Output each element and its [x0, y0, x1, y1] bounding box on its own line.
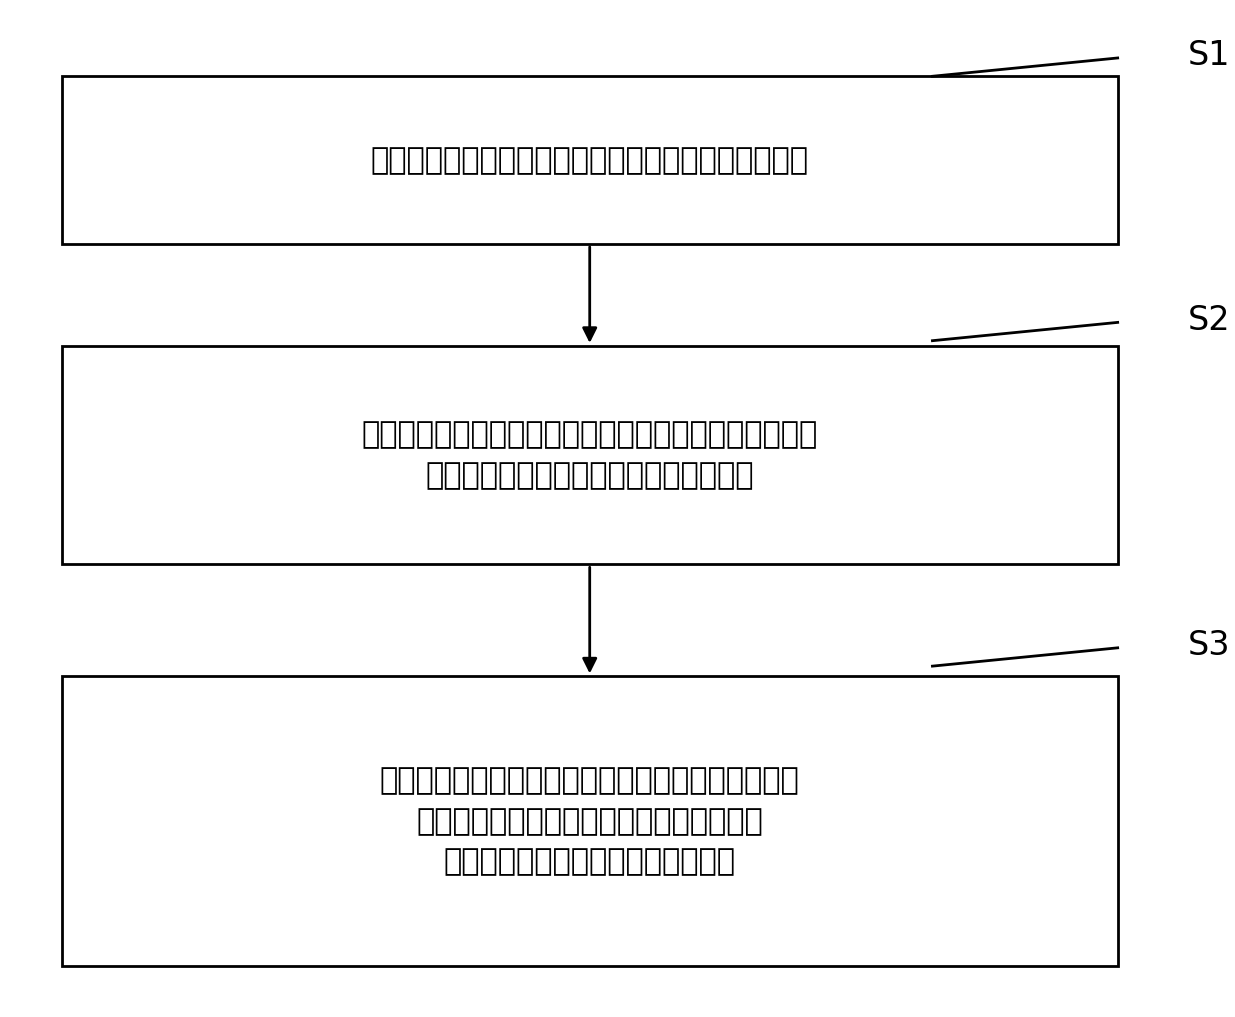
Text: S1: S1	[1188, 40, 1230, 72]
Text: 根据磁浮列车的当前额定悬浮间隙、当前实时加速度
和当前实时悬浮间隙，确定悬浮控制电流，
并将悬浮控制电流施加到悬浮电磁铁: 根据磁浮列车的当前额定悬浮间隙、当前实时加速度 和当前实时悬浮间隙，确定悬浮控制…	[380, 766, 799, 877]
Text: S2: S2	[1188, 304, 1231, 337]
Bar	[62, 676, 1118, 966]
Bar	[62, 76, 1118, 244]
Text: S3: S3	[1188, 630, 1230, 662]
Bar	[62, 346, 1118, 564]
Text: 根据实时速度与额定悬浮间隙之间正相关的函数关系，确
定当前实时速度对应的当前额定悬浮间隙: 根据实时速度与额定悬浮间隙之间正相关的函数关系，确 定当前实时速度对应的当前额定…	[362, 420, 818, 490]
Text: 获取磁浮列车的实时悬浮间隙、实时速度和实时加速度: 获取磁浮列车的实时悬浮间隙、实时速度和实时加速度	[370, 145, 809, 175]
